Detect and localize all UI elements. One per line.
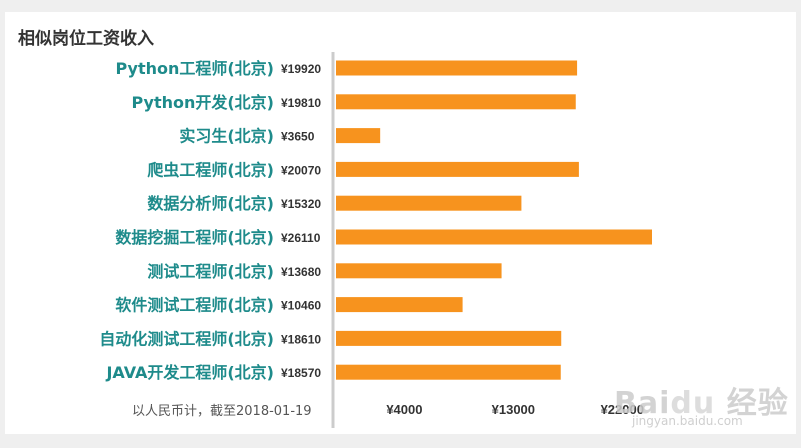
x-tick-label: ¥4000 xyxy=(386,402,422,417)
category-label: 数据挖掘工程师(北京) xyxy=(115,228,274,247)
bar xyxy=(336,128,381,144)
value-label: ¥18570 xyxy=(281,366,321,380)
category-label: Python开发(北京) xyxy=(131,93,274,112)
x-tick-label: ¥22000 xyxy=(601,402,644,417)
chart-card xyxy=(5,12,796,434)
category-label: 爬虫工程师(北京) xyxy=(146,160,274,179)
value-label: ¥3650 xyxy=(281,130,315,144)
x-tick-label: ¥13000 xyxy=(492,402,535,417)
value-label: ¥19920 xyxy=(281,62,321,76)
category-label: 实习生(北京) xyxy=(179,127,274,146)
value-label: ¥20070 xyxy=(281,163,321,177)
chart-title: 相似岗位工资收入 xyxy=(18,29,154,49)
bar xyxy=(336,195,522,211)
bar xyxy=(336,330,562,346)
category-label: 数据分析师(北京) xyxy=(147,194,274,213)
category-label: Python工程师(北京) xyxy=(115,59,274,78)
value-label: ¥18610 xyxy=(281,332,321,346)
bar xyxy=(336,229,652,245)
bar xyxy=(336,161,579,177)
bar xyxy=(336,263,502,279)
value-label: ¥13680 xyxy=(281,265,321,279)
value-label: ¥19810 xyxy=(281,96,321,110)
value-label: ¥10460 xyxy=(281,299,321,313)
bar xyxy=(336,60,578,76)
bar xyxy=(336,297,463,313)
value-label: ¥26110 xyxy=(281,231,321,245)
category-label: 自动化测试工程师(北京) xyxy=(99,329,274,348)
bar xyxy=(336,364,561,380)
bar xyxy=(336,94,576,110)
category-label: JAVA开发工程师(北京) xyxy=(105,363,274,382)
currency-note: 以人民币计，截至2018-01-19 xyxy=(132,404,312,419)
category-label: 软件测试工程师(北京) xyxy=(115,296,274,315)
watermark-url: jingyan.baidu.com xyxy=(632,414,743,428)
watermark-logo: Baidu 经验 xyxy=(614,386,789,421)
category-label: 测试工程师(北京) xyxy=(147,262,274,281)
value-label: ¥15320 xyxy=(281,197,321,211)
